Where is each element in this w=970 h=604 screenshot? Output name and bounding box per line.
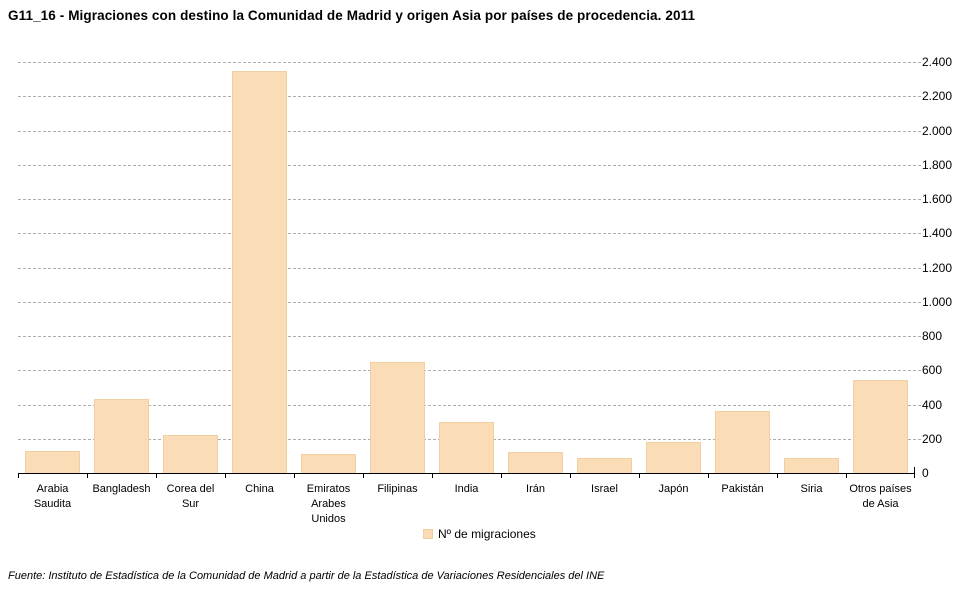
bar-china	[232, 71, 287, 473]
x-axis-label: Corea del Sur	[166, 483, 215, 510]
plot-area	[18, 62, 921, 478]
legend: Nº de migraciones	[423, 527, 536, 541]
legend-label: Nº de migraciones	[438, 527, 536, 541]
y-axis-zero-tick	[914, 467, 915, 473]
x-axis-tick	[501, 473, 502, 478]
x-axis-tick	[363, 473, 364, 478]
gridline	[18, 164, 921, 166]
x-axis-tick	[18, 473, 19, 478]
x-axis-label: Otros países de Asia	[849, 483, 912, 510]
gridline	[18, 336, 921, 337]
x-axis-label: Israel	[591, 483, 618, 495]
y-axis-label: 800	[922, 329, 943, 343]
gridline	[18, 404, 921, 406]
gridline	[18, 267, 921, 269]
x-axis-tick	[777, 473, 778, 478]
y-axis-label: 2.400	[922, 55, 953, 69]
x-axis-label: Bangladesh	[92, 483, 151, 495]
gridline	[18, 370, 921, 372]
bar-filipinas	[370, 361, 425, 473]
x-axis-label: Pakistán	[721, 483, 764, 495]
y-axis-label: 1.000	[922, 294, 953, 309]
x-axis-label: India	[454, 483, 479, 495]
x-axis-label: Irán	[526, 483, 545, 495]
x-axis-tick	[294, 473, 295, 478]
x-axis-label: Arabia Saudita	[33, 483, 72, 510]
gridline	[18, 233, 921, 235]
x-axis-tick	[87, 473, 88, 478]
x-axis-tick	[432, 473, 433, 478]
bar-ir-n	[508, 452, 563, 473]
bar-siria	[784, 458, 839, 473]
x-axis-tick	[156, 473, 157, 478]
chart-title: G11_16 - Migraciones con destino la Comu…	[8, 8, 696, 23]
y-axis-label: 1.200	[922, 260, 953, 275]
bar-bangladesh	[94, 399, 149, 473]
gridline	[18, 130, 921, 132]
y-axis-label: 2.200	[922, 89, 953, 104]
y-axis-label: 1.600	[922, 192, 953, 206]
y-axis-label: 200	[922, 431, 943, 446]
y-axis-label: 400	[922, 397, 943, 412]
x-axis-tick	[225, 473, 226, 478]
bar-pakist-n	[715, 411, 770, 473]
legend-swatch-icon	[423, 529, 433, 539]
x-axis-label: Emiratos Arabes Unidos	[306, 483, 351, 525]
x-axis-label: Japón	[658, 483, 689, 495]
x-axis-label: Siria	[800, 483, 823, 495]
bar-jap-n	[646, 442, 701, 473]
gridline	[18, 62, 921, 63]
x-axis-tick	[570, 473, 571, 478]
y-axis-label: 1.800	[922, 157, 953, 172]
x-axis-tick	[639, 473, 640, 478]
x-axis-label: Filipinas	[377, 483, 418, 495]
x-axis-tick	[914, 473, 915, 478]
y-axis-label: 2.000	[922, 123, 953, 138]
gridline	[18, 96, 921, 98]
bar-emiratos-arabes-unidos	[301, 454, 356, 473]
y-axis-label: 0	[922, 466, 929, 480]
bar-corea-del-sur	[163, 435, 218, 473]
x-axis-tick	[846, 473, 847, 478]
y-axis-label: 600	[922, 363, 943, 378]
bar-arabia-saudita	[25, 450, 80, 473]
bar-india	[439, 421, 494, 473]
source-note: Fuente: Instituto de Estadística de la C…	[8, 570, 605, 582]
bar-otros-pa-ses-de-asia	[853, 379, 908, 473]
x-axis-label: China	[245, 483, 274, 495]
y-axis-label: 1.400	[922, 226, 953, 241]
gridline	[18, 199, 921, 200]
x-axis-tick	[708, 473, 709, 478]
gridline	[18, 301, 921, 303]
bar-israel	[577, 457, 632, 473]
